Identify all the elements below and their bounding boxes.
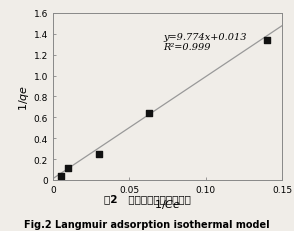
Point: [58, 175, 63, 178]
Point: [96, 153, 101, 157]
Point: [147, 112, 152, 115]
Text: 图2   朗格缪尔吸附等温模型: 图2 朗格缪尔吸附等温模型: [103, 193, 191, 203]
Y-axis label: 1/$qe$: 1/$qe$: [17, 84, 31, 110]
Point: [66, 167, 71, 170]
Point: [265, 40, 269, 43]
Text: Fig.2 Langmuir adsorption isothermal model: Fig.2 Langmuir adsorption isothermal mod…: [24, 219, 270, 229]
X-axis label: 1/$Ce$: 1/$Ce$: [154, 197, 181, 210]
Text: y=9.774x+0.013
R²=0.999: y=9.774x+0.013 R²=0.999: [163, 33, 246, 52]
